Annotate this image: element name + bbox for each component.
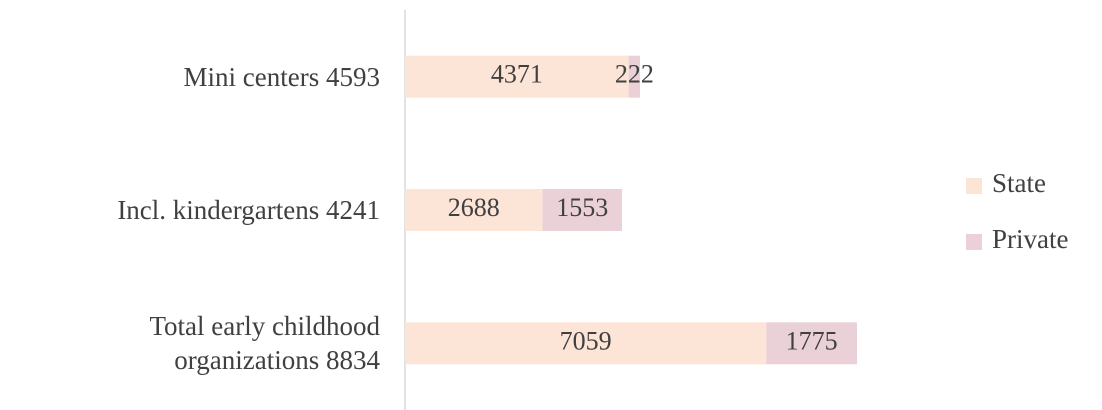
data-label: 1553 <box>556 193 608 222</box>
legend-swatch <box>966 178 982 194</box>
legend-swatch <box>966 234 982 250</box>
category-label: Mini centers 4593 <box>183 61 380 92</box>
bar-segment <box>405 322 767 365</box>
data-label: 7059 <box>560 326 612 355</box>
data-label: 222 <box>615 60 654 89</box>
data-label: 4371 <box>491 60 543 89</box>
category-label: Incl. kindergartens 4241 <box>117 195 380 225</box>
bar-segment <box>766 322 857 365</box>
legend-label: State <box>992 168 1046 198</box>
data-label: 1775 <box>786 326 838 355</box>
bar-segment <box>405 55 629 98</box>
bar-segment <box>542 189 622 231</box>
bar-segment <box>405 189 543 231</box>
bar-segment <box>628 55 641 98</box>
data-label: 2688 <box>448 193 500 222</box>
legend-label: Private <box>992 224 1068 254</box>
category-label: Total early childhood organizations 8834 <box>149 311 380 376</box>
